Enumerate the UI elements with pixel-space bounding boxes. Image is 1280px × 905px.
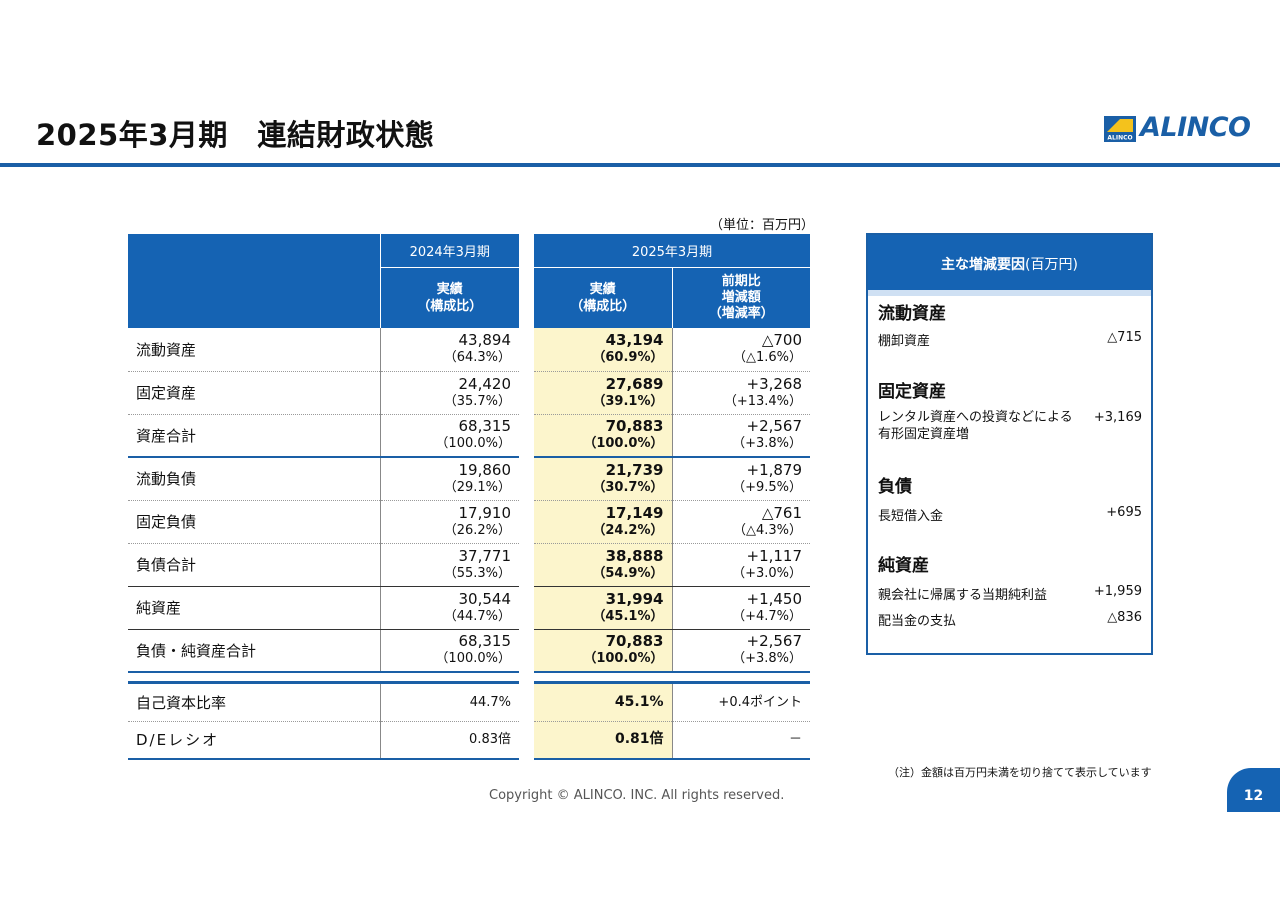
table-row: 純資産 30,544 （44.7%） 31,994 （45.1%） +1,450 （+…: [128, 586, 811, 630]
footnote: （注）金額は百万円未満を切り捨てて表示しています: [888, 766, 1152, 779]
table-row: D/Eレシオ 0.83倍 0.81倍 －: [128, 721, 810, 760]
table-row: 流動負債 19,860 （29.1%） 21,739 （30.7%） +1,879 （…: [128, 457, 811, 501]
factor-section-heading: 純資産: [878, 556, 929, 576]
alinco-logo-mark-icon: ALINCO: [1104, 116, 1136, 142]
value-change: △761 （△4.3%）: [671, 500, 811, 544]
value-2025: 31,994 （45.1%）: [534, 586, 672, 630]
value-change: +3,268 （+13.4%）: [671, 371, 811, 415]
value-2024: 43,894 （64.3%）: [379, 328, 519, 372]
value-2024: 24,420 （35.7%）: [379, 371, 519, 415]
value-change: +1,450 （+4.7%）: [671, 586, 811, 630]
value-2025: 21,739 （30.7%）: [534, 457, 672, 501]
factor-item: 棚卸資産 △715: [878, 330, 1142, 349]
row-label: 流動資産: [128, 328, 380, 372]
value-2025: 43,194 （60.9%）: [534, 328, 672, 372]
row-label: 資産合計: [128, 414, 380, 458]
table-row: 負債合計 37,771 （55.3%） 38,888 （54.9%） +1,117 （…: [128, 543, 811, 587]
row-label: 流動負債: [128, 457, 380, 501]
value-2024: 37,771 （55.3%）: [379, 543, 519, 587]
value-2025: 27,689 （39.1%）: [534, 371, 672, 415]
title-divider: [0, 163, 1280, 167]
factor-item: レンタル資産への投資などによる 有形固定資産増 +3,169: [878, 410, 1142, 442]
balance-sheet-table: 2024年3月期 2025年3月期 実績 （構成比） 実績 （構成比） 前期比 増減額…: [128, 234, 811, 673]
ratio-table: 自己資本比率 44.7% 45.1% +0.4ポイント D/Eレシオ 0.83倍…: [128, 681, 810, 760]
value-2025: 38,888 （54.9%）: [534, 543, 672, 587]
header-blank-cell: [128, 234, 380, 328]
page-number: 12: [1227, 768, 1280, 812]
unit-note: （単位：百万円）: [710, 218, 815, 233]
value-change: －: [671, 721, 810, 760]
value-change: +0.4ポイント: [671, 684, 810, 722]
row-label: 純資産: [128, 586, 380, 630]
page-title: 2025年3月期 連結財政状態: [36, 118, 435, 152]
value-2024: 44.7%: [379, 684, 519, 722]
value-2024: 19,860 （29.1%）: [379, 457, 519, 501]
header-fy2024: 2024年3月期: [379, 234, 519, 268]
value-change: +2,567 （+3.8%）: [671, 414, 811, 458]
table-row: 固定負債 17,910 （26.2%） 17,149 （24.2%） △761 （△4…: [128, 500, 811, 544]
value-2025: 0.81倍: [534, 721, 672, 760]
table-row: 自己資本比率 44.7% 45.1% +0.4ポイント: [128, 684, 810, 722]
row-label: 固定資産: [128, 371, 380, 415]
logo-mark-text: ALINCO: [1107, 135, 1132, 142]
table-row: 負債・純資産合計 68,315 （100.0%） 70,883 （100.0%） +…: [128, 629, 811, 673]
copyright: Copyright © ALINCO. INC. All rights rese…: [489, 788, 785, 803]
factor-item: 親会社に帰属する当期純利益 +1,959: [878, 584, 1142, 603]
value-2025: 70,883 （100.0%）: [534, 414, 672, 458]
row-label: D/Eレシオ: [128, 721, 380, 760]
row-label: 自己資本比率: [128, 684, 380, 722]
logo-wordmark: ALINCO: [1140, 112, 1251, 143]
value-2024: 68,315 （100.0%）: [379, 414, 519, 458]
table-row: 流動資産 43,894 （64.3%） 43,194 （60.9%） △700 （△1…: [128, 328, 811, 372]
value-2024: 30,544 （44.7%）: [379, 586, 519, 630]
row-label: 固定負債: [128, 500, 380, 544]
factor-section-heading: 固定資産: [878, 382, 946, 402]
row-label: 負債・純資産合計: [128, 629, 380, 673]
value-change: +2,567 （+3.8%）: [671, 629, 811, 673]
factor-item: 配当金の支払 △836: [878, 610, 1142, 629]
value-change: +1,879 （+9.5%）: [671, 457, 811, 501]
header-fy2025: 2025年3月期: [534, 234, 811, 268]
factor-item: 長短借入金 +695: [878, 505, 1142, 524]
row-label: 負債合計: [128, 543, 380, 587]
value-change: +1,117 （+3.0%）: [671, 543, 811, 587]
value-change: △700 （△1.6%）: [671, 328, 811, 372]
subheader-actual-2025: 実績 （構成比）: [534, 267, 672, 328]
value-2025: 70,883 （100.0%）: [534, 629, 672, 673]
factors-header: 主な増減要因(百万円): [868, 235, 1151, 290]
factor-section-heading: 流動資産: [878, 304, 946, 324]
subheader-change: 前期比 増減額 （増減率）: [671, 267, 811, 328]
change-factors-panel: 主な増減要因(百万円) 流動資産 棚卸資産 △715 固定資産 レンタル資産への投…: [866, 233, 1153, 655]
table-row: 資産合計 68,315 （100.0%） 70,883 （100.0%） +2,56…: [128, 414, 811, 458]
value-2024: 17,910 （26.2%）: [379, 500, 519, 544]
value-2025: 17,149 （24.2%）: [534, 500, 672, 544]
value-2024: 0.83倍: [379, 721, 519, 760]
factor-section-heading: 負債: [878, 477, 912, 497]
value-2025: 45.1%: [534, 684, 672, 722]
subheader-actual-2024: 実績 （構成比）: [379, 267, 519, 328]
table-row: 固定資産 24,420 （35.7%） 27,689 （39.1%） +3,268 （…: [128, 371, 811, 415]
value-2024: 68,315 （100.0%）: [379, 629, 519, 673]
